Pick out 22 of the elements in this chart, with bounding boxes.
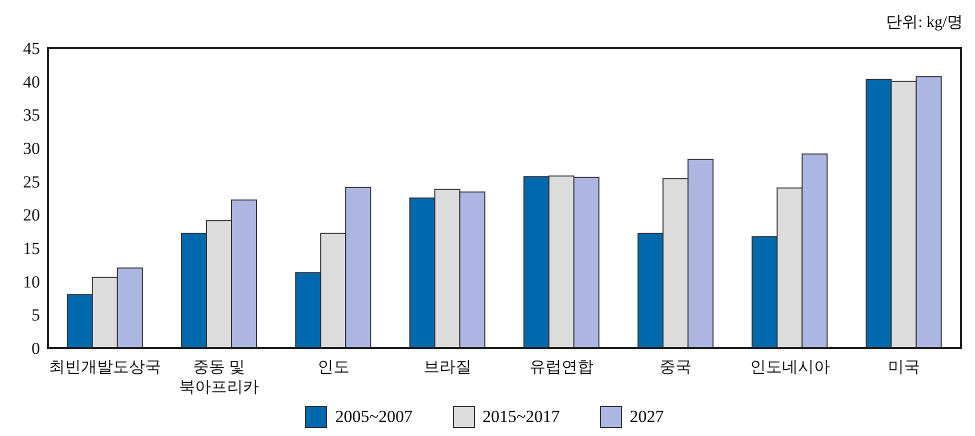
x-tick-label: 중국 [660,359,692,376]
x-tick-label: 브라질 [423,359,472,376]
x-tick-label: 최빈개발도상국 [49,359,162,376]
legend-label: 2027 [630,407,664,427]
y-tick-label: 25 [23,172,40,192]
x-tick-label: 인도 [317,359,350,376]
x-tick-label: 중동 및 북아프리카 [179,359,260,396]
x-tick-label: 유럽연합 [530,359,594,376]
y-tick-label: 5 [32,306,40,325]
y-tick-label: 15 [23,239,40,258]
y-tick-label: 35 [23,106,40,125]
x-tick-label: 인도네시아 [750,359,830,376]
text: 단위: kg/명 [886,13,963,33]
y-tick-label: 10 [23,272,40,292]
legend-label: 2005~2007 [335,407,412,427]
x-tick-label: 미국 [888,359,920,376]
y-tick-label: 40 [23,72,40,92]
y-tick-label: 30 [23,139,40,158]
y-tick-label: 20 [23,206,40,225]
y-tick-label: 0 [32,339,40,358]
legend-label: 2015~2017 [482,407,560,427]
y-tick-label: 45 [23,39,40,58]
